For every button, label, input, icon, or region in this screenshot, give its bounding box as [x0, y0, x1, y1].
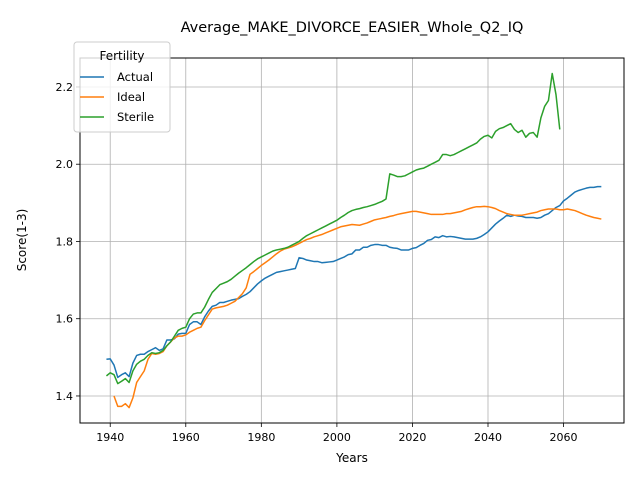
chart-title: Average_MAKE_DIVORCE_EASIER_Whole_Q2_IQ	[181, 20, 524, 36]
x-tick-label: 2000	[323, 431, 351, 444]
x-tick-label: 2060	[550, 431, 578, 444]
y-tick-label: 2.0	[56, 158, 74, 171]
legend-box	[73, 41, 171, 133]
legend-label-sterile: Sterile	[117, 110, 154, 124]
x-tick-label: 1980	[247, 431, 275, 444]
grid	[80, 58, 624, 423]
y-tick-label: 1.6	[56, 313, 74, 326]
series-line-sterile	[105, 72, 561, 385]
series-line-ideal	[113, 205, 602, 409]
legend-entries: Actual Ideal Sterile	[80, 70, 154, 124]
legend-label-actual: Actual	[117, 70, 153, 84]
legend-label-ideal: Ideal	[117, 90, 145, 104]
y-tick-label: 1.8	[56, 235, 74, 248]
series-lines	[105, 72, 602, 409]
plot-frame	[79, 57, 625, 424]
legend-title: Fertility	[99, 49, 144, 63]
legend: Fertility Actual Ideal Sterile	[73, 41, 171, 133]
x-tick-label: 1940	[96, 431, 124, 444]
x-axis-label: Years	[335, 451, 368, 465]
series-line-actual	[106, 185, 602, 379]
x-tick-label: 2040	[474, 431, 502, 444]
x-tick-label: 2020	[398, 431, 426, 444]
axis-ticks: 1940 1960 1980 2000 2020 2040 2060 1.4 1.6 1.8 2.0…	[56, 81, 578, 444]
y-axis-label: Score(1-3)	[15, 209, 29, 272]
y-tick-label: 1.4	[56, 390, 74, 403]
x-tick-label: 1960	[172, 431, 200, 444]
y-tick-label: 2.2	[56, 81, 74, 94]
